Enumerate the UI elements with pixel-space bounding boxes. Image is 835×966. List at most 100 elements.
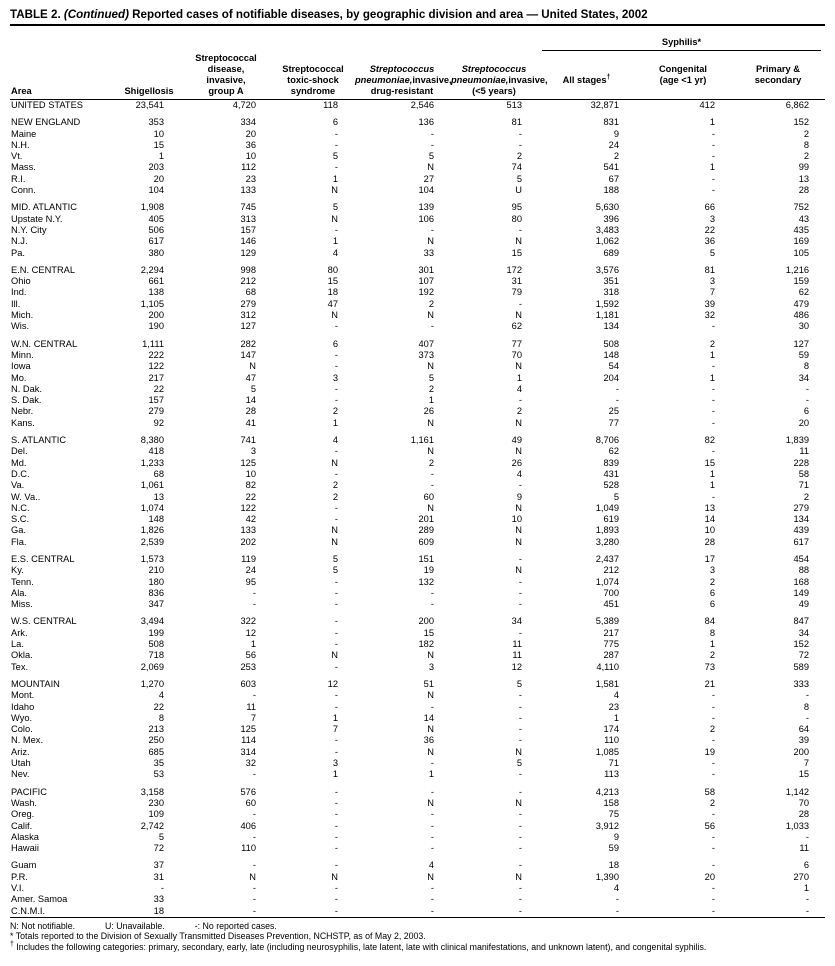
value-cell: 15 bbox=[798, 769, 810, 780]
value-cell: - bbox=[518, 786, 522, 797]
value-cell: 5 bbox=[516, 678, 522, 689]
value-cell: - bbox=[518, 701, 522, 712]
value-cell: - bbox=[334, 639, 338, 650]
table-row: Wyo. 8 7 1 14 - 1 - - bbox=[10, 713, 825, 724]
value-cell: - bbox=[334, 128, 338, 139]
value-cell: 32,871 bbox=[590, 100, 619, 110]
value-cell: 5 bbox=[158, 831, 164, 842]
value-cell: 33 bbox=[153, 894, 164, 905]
value-cell: 59 bbox=[608, 843, 619, 854]
value-cell: - bbox=[334, 395, 338, 406]
value-cell: 56 bbox=[704, 820, 715, 831]
value-cell: - bbox=[334, 468, 338, 479]
value-cell: 2 bbox=[803, 128, 810, 139]
table-row: Vt. 1 10 5 5 2 2 - 2 bbox=[10, 151, 825, 162]
value-cell: 2 bbox=[516, 406, 522, 417]
value-cell: 1 bbox=[709, 349, 715, 360]
value-cell: - bbox=[711, 809, 715, 820]
value-cell: 14 bbox=[245, 395, 256, 406]
header-pneumo-italic: Streptococcus pneumoniae, bbox=[355, 64, 435, 85]
value-cell: 77 bbox=[511, 338, 522, 349]
value-cell: 95 bbox=[245, 576, 256, 587]
value-cell: - bbox=[711, 843, 715, 854]
value-cell: 4 bbox=[428, 860, 434, 871]
value-cell: N bbox=[515, 417, 522, 428]
value-cell: 847 bbox=[793, 616, 810, 627]
value-cell: 3 bbox=[709, 276, 715, 287]
value-cell: N bbox=[515, 310, 522, 321]
value-cell: 136 bbox=[418, 117, 434, 128]
value-cell: 1,181 bbox=[595, 310, 619, 321]
value-cell: - bbox=[160, 883, 164, 893]
value-cell: 9 bbox=[613, 128, 619, 139]
value-cell: 213 bbox=[148, 724, 164, 735]
area-cell: R.I. bbox=[11, 173, 26, 184]
value-cell: 5 bbox=[332, 202, 338, 213]
value-cell: N bbox=[331, 457, 338, 468]
value-cell: 2 bbox=[332, 491, 338, 502]
value-cell: 41 bbox=[245, 417, 256, 428]
value-cell: 1 bbox=[428, 769, 434, 780]
value-cell: - bbox=[334, 883, 338, 893]
value-cell: 2,437 bbox=[595, 553, 619, 564]
value-cell: 200 bbox=[418, 616, 434, 627]
value-cell: 99 bbox=[798, 162, 810, 173]
value-cell: - bbox=[518, 860, 522, 871]
value-cell: 21 bbox=[704, 678, 715, 689]
area-cell: NEW ENGLAND bbox=[11, 117, 81, 128]
value-cell: 396 bbox=[603, 213, 619, 224]
table-row: Va. 1,061 82 2 - - 528 1 71 bbox=[10, 480, 825, 491]
area-cell: E.N. CENTRAL bbox=[11, 264, 76, 275]
value-cell: 22 bbox=[153, 701, 164, 712]
notifiable-diseases-table: Area Shigellosis Streptococcal disease, … bbox=[10, 24, 826, 918]
value-cell: - bbox=[334, 383, 338, 394]
value-cell: - bbox=[430, 905, 434, 916]
value-cell: 15 bbox=[704, 457, 715, 468]
value-cell: - bbox=[518, 769, 522, 780]
value-cell: 2 bbox=[803, 491, 810, 502]
value-cell: 2 bbox=[332, 406, 338, 417]
value-cell: 333 bbox=[793, 678, 810, 689]
table-row: MOUNTAIN 1,270 603 12 51 5 1,581 21 333 bbox=[10, 673, 825, 690]
value-cell: 4 bbox=[332, 435, 338, 446]
value-cell: N bbox=[427, 746, 434, 757]
table-row: Miss. 347 - - - - 451 6 49 bbox=[10, 599, 825, 610]
value-cell: 1 bbox=[516, 372, 522, 383]
value-cell: 1 bbox=[332, 417, 338, 428]
value-cell: 508 bbox=[148, 639, 164, 650]
value-cell: 3,494 bbox=[140, 616, 164, 627]
value-cell: 4,720 bbox=[232, 100, 256, 110]
value-cell: 347 bbox=[148, 599, 164, 610]
value-cell: 2 bbox=[709, 576, 715, 587]
header-pneumo-under5: Streptococcus pneumoniae,invasive, (<5 y… bbox=[450, 25, 548, 100]
area-cell: Oreg. bbox=[11, 809, 35, 820]
value-cell: 20 bbox=[704, 871, 715, 882]
table-row: Calif. 2,742 406 - - - 3,912 56 1,033 bbox=[10, 821, 825, 832]
value-cell: 172 bbox=[506, 264, 522, 275]
value-cell: 1 bbox=[613, 712, 619, 723]
value-cell: 5 bbox=[332, 565, 338, 576]
legend-unavailable: U: Unavailable. bbox=[105, 920, 165, 931]
value-cell: 152 bbox=[793, 639, 810, 650]
value-cell: 81 bbox=[704, 264, 715, 275]
value-cell: - bbox=[518, 690, 522, 701]
value-cell: 412 bbox=[699, 100, 715, 110]
value-cell: 609 bbox=[418, 536, 434, 547]
value-cell: 3,158 bbox=[140, 786, 164, 797]
value-cell: 68 bbox=[153, 468, 164, 479]
value-cell: 74 bbox=[511, 162, 522, 173]
table-row: Idaho 22 11 - - - 23 - 8 bbox=[10, 702, 825, 713]
value-cell: 28 bbox=[245, 406, 256, 417]
value-cell: - bbox=[711, 690, 715, 701]
value-cell: 4 bbox=[158, 690, 164, 701]
value-cell: 36 bbox=[423, 735, 434, 746]
value-cell: 13 bbox=[798, 173, 810, 184]
value-cell: 60 bbox=[245, 797, 256, 808]
value-cell: 119 bbox=[241, 553, 256, 564]
value-cell: 58 bbox=[704, 786, 715, 797]
value-cell: 125 bbox=[240, 724, 256, 735]
area-cell: Utah bbox=[11, 758, 31, 769]
value-cell: 139 bbox=[418, 202, 434, 213]
table-row: N.H. 15 36 - - - 24 - 8 bbox=[10, 140, 825, 151]
value-cell: 508 bbox=[603, 338, 619, 349]
